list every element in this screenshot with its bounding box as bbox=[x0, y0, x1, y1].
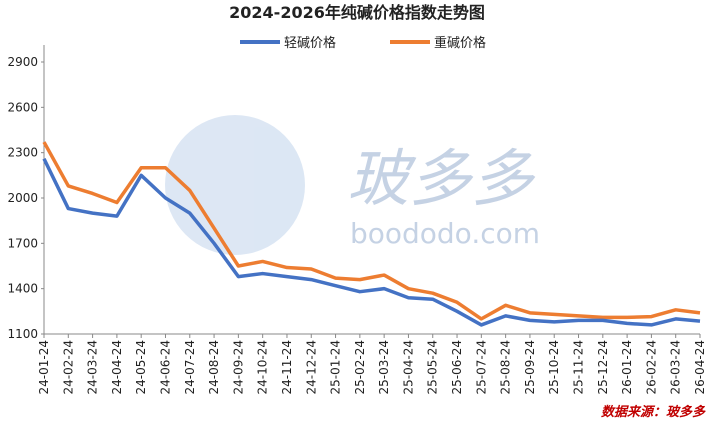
x-tick-label: 24-03-24 bbox=[86, 340, 100, 394]
x-tick-label: 25-11-24 bbox=[572, 340, 586, 394]
watermark: 玻多多 boododo.com bbox=[165, 115, 540, 255]
y-tick-label: 1700 bbox=[7, 236, 38, 250]
x-tick-label: 24-06-24 bbox=[158, 340, 172, 394]
watermark-text: 玻多多 bbox=[347, 142, 536, 215]
legend-label: 轻碱价格 bbox=[284, 35, 336, 51]
x-tick-label: 25-02-24 bbox=[353, 340, 367, 394]
x-tick-label: 25-07-24 bbox=[474, 340, 488, 394]
watermark-url: boododo.com bbox=[350, 217, 540, 250]
source: 数据来源：玻多多 bbox=[601, 404, 706, 420]
y-tick-label: 1400 bbox=[7, 282, 38, 296]
x-tick-label: 25-09-24 bbox=[523, 340, 537, 394]
x-tick-label: 24-12-24 bbox=[304, 340, 318, 394]
y-tick-label: 1100 bbox=[7, 327, 38, 341]
x-tick-label: 25-01-24 bbox=[329, 340, 343, 394]
x-tick-label: 24-08-24 bbox=[207, 340, 221, 394]
x-tick-label: 24-09-24 bbox=[231, 340, 245, 394]
x-tick-label: 25-04-24 bbox=[401, 340, 415, 394]
x-tick-label: 24-10-24 bbox=[256, 340, 270, 394]
series-line bbox=[42, 157, 701, 327]
y-tick-label: 2300 bbox=[7, 146, 38, 160]
x-tick-label: 25-05-24 bbox=[426, 340, 440, 394]
series-line bbox=[42, 141, 701, 321]
x-tick-label: 26-02-24 bbox=[644, 340, 658, 394]
x-tick-label: 25-12-24 bbox=[596, 340, 610, 394]
x-tick-label: 25-06-24 bbox=[450, 340, 464, 394]
legend-label: 重碱价格 bbox=[434, 35, 486, 51]
y-tick-label: 2900 bbox=[7, 55, 38, 69]
x-tick-label: 24-02-24 bbox=[61, 340, 75, 394]
x-tick-label: 26-04-24 bbox=[693, 340, 707, 394]
x-tick-label: 25-08-24 bbox=[499, 340, 513, 394]
watermark-logo bbox=[165, 115, 305, 255]
x-tick-label: 25-03-24 bbox=[377, 340, 391, 394]
x-tick-label: 26-01-24 bbox=[620, 340, 634, 394]
x-tick-label: 24-11-24 bbox=[280, 340, 294, 394]
x-tick-label: 24-05-24 bbox=[134, 340, 148, 394]
chart-title: 2024-2026年纯碱价格指数走势图 bbox=[229, 3, 485, 22]
x-tick-label: 25-10-24 bbox=[547, 340, 561, 394]
y-tick-label: 2600 bbox=[7, 100, 38, 114]
x-tick-label: 24-01-24 bbox=[37, 340, 51, 394]
y-tick-label: 2000 bbox=[7, 191, 38, 205]
x-tick-label: 24-07-24 bbox=[183, 340, 197, 394]
x-tick-label: 24-04-24 bbox=[110, 340, 124, 394]
x-tick-label: 26-03-24 bbox=[669, 340, 683, 394]
